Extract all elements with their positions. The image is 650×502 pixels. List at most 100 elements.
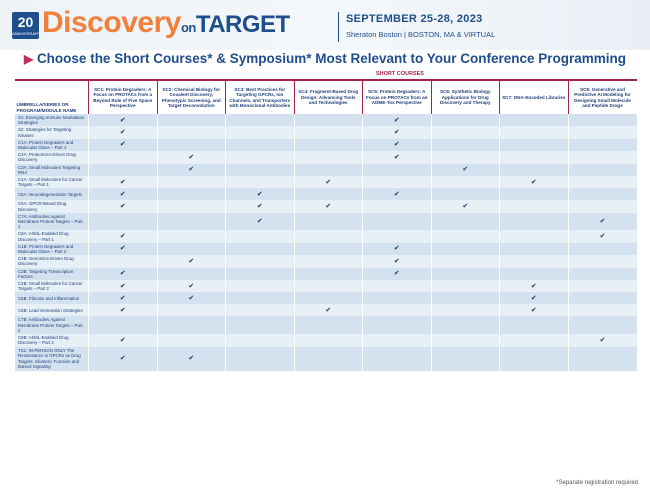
checkmark-icon: ✔ — [462, 166, 469, 174]
table-row: C4B: Small Molecules for Cancer Targets … — [14, 280, 637, 293]
table-cell — [225, 267, 294, 281]
checkmark-icon: ✔ — [256, 203, 263, 211]
table-cell: ✔ — [156, 346, 226, 371]
table-cell — [499, 188, 568, 201]
table-cell — [293, 163, 363, 177]
table-cell — [567, 151, 637, 164]
anniversary-badge: 20 ANNIVERSARY — [12, 12, 41, 39]
row-program-name: S2: Strategies for Targeting Kinases — [14, 126, 89, 139]
table-cell — [156, 188, 226, 201]
table-cell — [225, 242, 294, 256]
checkmark-icon: ✔ — [119, 178, 126, 186]
table-cell — [430, 188, 500, 201]
column-header: SC4: Fragment-Based Drug Design: Advanci… — [293, 79, 363, 114]
table-cell: ✔ — [499, 176, 568, 189]
table-cell — [225, 138, 294, 152]
table-cell — [499, 346, 568, 371]
table-body: S1: Emerging Immune Modulation Strategie… — [14, 114, 637, 371]
column-header: SC8: Generative and Predictive AI Modeli… — [567, 79, 637, 114]
table-cell — [362, 334, 431, 347]
table-cell — [156, 114, 226, 127]
table-cell — [567, 200, 637, 213]
table-cell: ✔ — [430, 163, 500, 177]
checkmark-icon: ✔ — [119, 354, 126, 362]
table-row: C2A: Proteomics-Driven Drug Discovery ✔ ✔ — [14, 151, 637, 164]
column-header: SC1: Protein Degraders: A Focus on PROTA… — [88, 79, 157, 114]
table-cell: ✔ — [88, 138, 157, 152]
table-cell — [430, 242, 500, 256]
table-cell: ✔ — [88, 126, 157, 139]
table-cell — [499, 334, 568, 347]
table-cell: ✔ — [567, 212, 637, 231]
checkmark-icon: ✔ — [119, 336, 126, 344]
event-dates: SEPTEMBER 25-28, 2023 — [346, 13, 483, 25]
table-cell: ✔ — [88, 200, 157, 213]
table-cell: ✔ — [88, 114, 157, 127]
table-row: S1: Emerging Immune Modulation Strategie… — [14, 114, 637, 127]
table-row: C3B: Targeting Transcription Factors ✔ ✔ — [14, 267, 637, 281]
table-cell — [156, 200, 226, 213]
table-cell — [430, 280, 500, 293]
checkmark-icon: ✔ — [119, 245, 126, 253]
table-cell — [499, 267, 568, 281]
table-cell — [430, 138, 500, 152]
table-cell — [362, 292, 431, 305]
table-cell: ✔ — [88, 280, 157, 293]
row-program-name: C8A: AI/ML-Enabled Drug Discovery – Part… — [14, 230, 89, 243]
table-cell — [430, 230, 500, 243]
table-cell: ✔ — [88, 334, 157, 347]
table-cell — [88, 255, 157, 268]
table-cell — [499, 138, 568, 152]
checkmark-icon: ✔ — [393, 116, 400, 124]
checkmark-icon: ✔ — [256, 218, 263, 226]
checkmark-icon: ✔ — [393, 153, 400, 161]
table-cell — [88, 163, 157, 177]
table-cell — [225, 126, 294, 139]
checkmark-icon: ✔ — [256, 190, 263, 198]
table-cell: ✔ — [88, 188, 157, 201]
checkmark-icon: ✔ — [188, 354, 195, 362]
table-cell — [293, 334, 363, 347]
table-cell: ✔ — [88, 346, 157, 371]
table-cell: ✔ — [362, 126, 431, 139]
table-cell: ✔ — [225, 188, 294, 201]
column-header: SC3: Best Practices for Targeting GPCRs,… — [225, 79, 294, 114]
table-row: C7B: Antibodies Against Membrane Protein… — [14, 316, 637, 335]
table-cell: ✔ — [430, 200, 500, 213]
table-cell — [567, 304, 637, 317]
checkmark-icon: ✔ — [325, 203, 332, 211]
checkmark-icon: ✔ — [393, 257, 400, 265]
table-cell — [225, 163, 294, 177]
table-cell — [293, 212, 363, 231]
corner-header: UMBRELLA/SERIES OR PROGRAM/MODULE NAME — [14, 79, 89, 114]
row-program-name: C7A: Antibodies Against Membrane Protein… — [14, 212, 89, 231]
table-cell — [156, 138, 226, 152]
checkmark-icon: ✔ — [119, 129, 126, 136]
column-header: SC5: Protein Degraders: A Focus on PROTA… — [362, 79, 431, 114]
row-program-name: C2B: Genomics-Driven Drug Discovery — [14, 255, 89, 268]
event-venue: Sheraton Boston | BOSTON, MA & VIRTUAL — [346, 30, 496, 39]
table-cell — [156, 242, 226, 256]
logo-on: on — [180, 20, 196, 35]
table-cell — [225, 292, 294, 305]
table-cell — [362, 346, 431, 371]
table-cell: ✔ — [88, 292, 157, 305]
row-program-name: C8B: AI/ML-Enabled Drug Discovery – Part… — [14, 334, 89, 347]
table-cell — [362, 280, 431, 293]
table-cell — [362, 304, 431, 317]
table-cell — [225, 114, 294, 127]
checkmark-icon: ✔ — [119, 270, 126, 278]
row-program-name: C6B: Lead Generation Strategies — [14, 304, 89, 317]
table-cell — [499, 151, 568, 164]
table-cell: ✔ — [362, 255, 431, 268]
footnote: *Separate registration required — [556, 480, 638, 486]
table-cell — [293, 138, 363, 152]
arrow-right-icon: ▶ — [23, 52, 34, 66]
table-cell — [567, 163, 637, 177]
row-program-name: C1A: Protein Degraders and Molecular Glu… — [14, 138, 89, 152]
table-cell: ✔ — [225, 200, 294, 213]
table-cell — [362, 230, 431, 243]
table-cell: ✔ — [567, 230, 637, 243]
table-cell — [567, 126, 637, 139]
table-cell — [430, 292, 500, 305]
